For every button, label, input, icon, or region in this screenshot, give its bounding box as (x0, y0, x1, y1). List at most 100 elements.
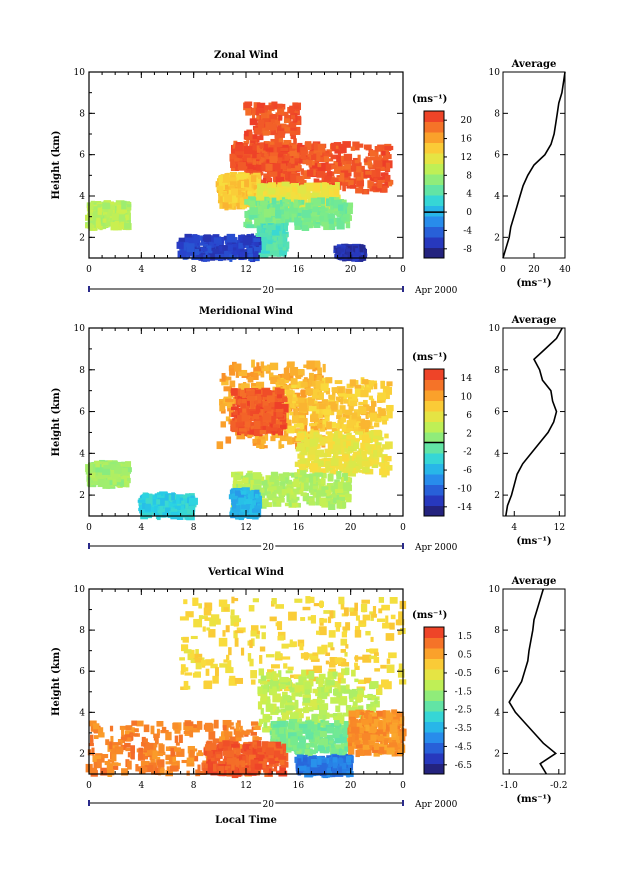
heatmap-cell (323, 175, 332, 185)
chart-title: Meridional Wind (199, 306, 293, 317)
heatmap-cell (114, 467, 122, 475)
heatmap-cell (300, 492, 307, 497)
heatmap-cell (240, 174, 248, 181)
heatmap-cell (228, 410, 234, 417)
heatmap-cell (374, 146, 382, 152)
heatmap-cell (373, 178, 378, 183)
heatmap-cell (237, 502, 244, 508)
average-y-tick-label: 4 (494, 449, 500, 459)
heatmap-cell (365, 144, 369, 151)
heatmap-cell (98, 217, 103, 222)
average-y-tick-label: 6 (494, 151, 500, 161)
heatmap-cell (356, 166, 362, 173)
y-axis-label: Height (km) (51, 388, 62, 457)
heatmap-cell (247, 176, 252, 185)
heatmap-cell (267, 409, 274, 418)
y-tick-label: 10 (74, 324, 86, 334)
heatmap-cell (366, 380, 371, 387)
heatmap-cell (339, 217, 347, 221)
heatmap-cell (321, 502, 329, 508)
heatmap-cell (269, 114, 278, 121)
colorbar-segment (424, 111, 444, 122)
heatmap-cell (102, 467, 111, 475)
heatmap-cell (299, 458, 306, 464)
heatmap-cell (232, 195, 238, 203)
heatmap-cell (238, 428, 247, 432)
heatmap-cell (327, 441, 335, 450)
colorbar-segment (424, 411, 444, 422)
date-suffix: Apr 2000 (414, 286, 458, 296)
heatmap-cell (153, 503, 158, 512)
heatmap-cell (349, 379, 356, 387)
colorbar-segment (424, 247, 444, 259)
heatmap-cell (173, 505, 182, 509)
heatmap-cell (243, 102, 252, 109)
heatmap-cell (309, 445, 318, 455)
heatmap-cell (244, 199, 251, 205)
heatmap-cell (258, 153, 265, 158)
heatmap-cell (244, 494, 250, 500)
heatmap-cell (354, 464, 361, 472)
heatmap-cell (271, 197, 277, 205)
heatmap-cell (330, 448, 339, 455)
x-tick-label: 20 (345, 523, 357, 533)
heatmap-cell (322, 438, 330, 442)
heatmap-cell (205, 240, 212, 248)
heatmap-cell (351, 395, 358, 403)
heatmap-cell (286, 188, 290, 193)
heatmap-cell (347, 446, 355, 451)
heatmap-cell (357, 390, 363, 397)
heatmap-cell (222, 199, 229, 209)
colorbar-tick-label: 6 (466, 411, 472, 421)
heatmap-cell (332, 444, 341, 451)
heatmap-cell (303, 458, 309, 465)
heatmap-cell (265, 185, 270, 192)
heatmap-cell (319, 441, 326, 446)
heatmap-cell (273, 419, 283, 428)
heatmap-cell (261, 204, 268, 213)
heatmap-cell (244, 130, 249, 137)
colorbar-segment (424, 142, 444, 154)
heatmap-cell (263, 109, 268, 113)
heatmap-cell (279, 163, 287, 170)
heatmap-cell (358, 461, 364, 469)
average-x-tick-label: 20 (528, 265, 540, 275)
heatmap-cell (156, 499, 161, 505)
heatmap-cell (271, 229, 280, 236)
heatmap-cell (277, 130, 285, 138)
heatmap-cell (186, 243, 195, 253)
heatmap-cell (262, 224, 269, 230)
heatmap-cell (225, 244, 233, 251)
heatmap-cell (236, 434, 246, 440)
heatmap-cell (336, 396, 341, 401)
colorbar-segment (424, 495, 444, 506)
heatmap-cell (367, 162, 373, 168)
colorbar-tick-label: -10 (458, 484, 473, 494)
heatmap-cell (259, 499, 269, 507)
heatmap-cell (381, 414, 389, 421)
heatmap-cell (336, 415, 342, 420)
heatmap-cell (357, 154, 361, 164)
heatmap-cell (321, 486, 329, 495)
heatmap-cell (244, 179, 250, 188)
heatmap-cell (319, 218, 329, 225)
colorbar-tick-label: 2 (466, 429, 472, 439)
heatmap-cell (384, 461, 390, 470)
heatmap-cell (241, 398, 247, 407)
heatmap-cell (231, 149, 237, 158)
heatmap-cell (363, 189, 368, 194)
heatmap-cell (384, 145, 394, 151)
heatmap-cell (255, 496, 262, 502)
heatmap-cell (294, 160, 299, 166)
heatmap-cell (218, 186, 224, 195)
heatmap-cell (293, 199, 298, 208)
heatmap-cell (279, 435, 287, 442)
heatmap-cell (300, 199, 305, 205)
heatmap-cell (330, 197, 334, 206)
heatmap-cell (261, 365, 270, 372)
heatmap-cell (382, 444, 390, 450)
heatmap-cell (243, 152, 251, 162)
heatmap-cell (324, 153, 333, 157)
heatmap-cell (317, 411, 323, 419)
heatmap-cell (286, 493, 290, 503)
